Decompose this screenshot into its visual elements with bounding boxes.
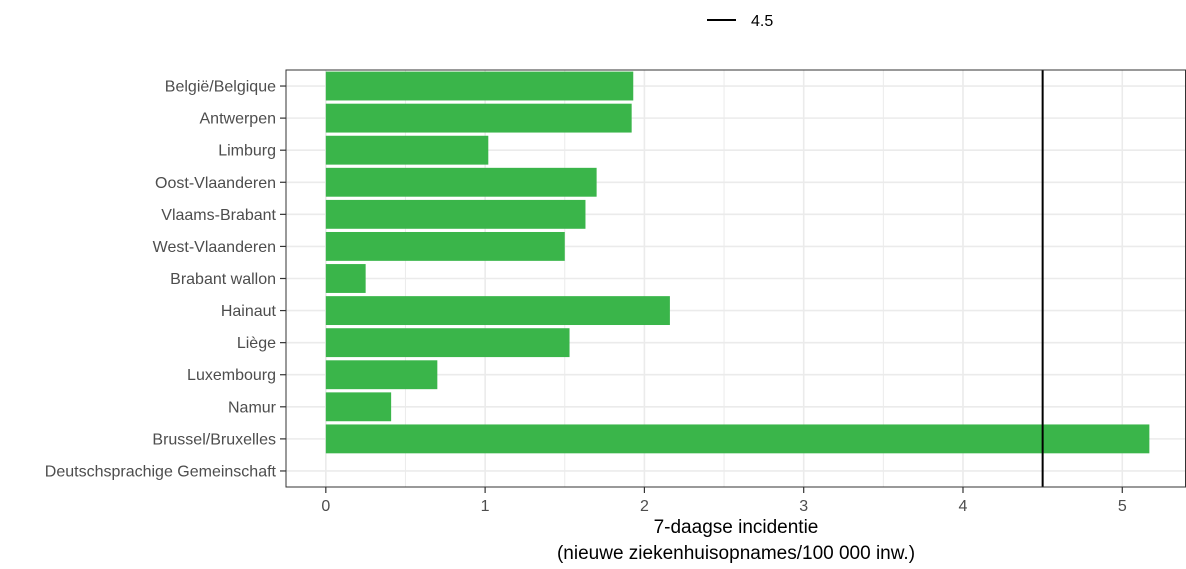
x-axis-title-line-1: 7-daagse incidentie [654, 517, 819, 538]
x-tick-label: 2 [640, 498, 649, 515]
bar-10 [325, 360, 438, 390]
y-tick-label: Vlaams-Brabant [161, 207, 276, 224]
y-tick-label: Brussel/Bruxelles [152, 431, 276, 448]
y-tick-label: Luxembourg [187, 367, 276, 384]
bars [325, 71, 1150, 454]
bar-4 [325, 167, 597, 197]
bar-11 [325, 392, 392, 422]
bar-3 [325, 135, 489, 165]
bar-6 [325, 231, 565, 261]
y-tick-label: Antwerpen [200, 111, 277, 128]
y-tick-label: Deutschsprachige Gemeinschaft [45, 463, 277, 480]
y-tick-label: Oost-Vlaanderen [155, 175, 276, 192]
x-tick-label: 5 [1118, 498, 1127, 515]
x-axis-title-line-2: (nieuwe ziekenhuisopnames/100 000 inw.) [557, 543, 915, 564]
bar-2 [325, 103, 632, 133]
x-axis: 0 1 2 3 4 5 [321, 487, 1127, 515]
x-tick-label: 4 [959, 498, 968, 515]
legend-label: 4.5 [751, 13, 773, 30]
x-tick-label: 0 [321, 498, 330, 515]
legend: 4.5 [707, 13, 773, 30]
y-tick-label: Hainaut [221, 303, 277, 320]
y-tick-label: Brabant wallon [170, 271, 276, 288]
y-axis: België/Belgique Antwerpen Limburg Oost-Vlaa… [45, 79, 286, 480]
y-tick-label: Limburg [218, 143, 276, 160]
bar-8 [325, 296, 670, 326]
bar-9 [325, 328, 570, 358]
y-tick-label: Liège [237, 335, 276, 352]
bar-5 [325, 199, 586, 229]
y-tick-label: West-Vlaanderen [153, 239, 276, 256]
y-tick-label: Namur [228, 399, 277, 416]
y-tick-label: België/Belgique [165, 79, 276, 96]
bar-12 [325, 424, 1150, 454]
x-tick-label: 3 [799, 498, 808, 515]
bar-7 [325, 264, 366, 293]
x-tick-label: 1 [481, 498, 490, 515]
bar-1 [325, 71, 634, 101]
